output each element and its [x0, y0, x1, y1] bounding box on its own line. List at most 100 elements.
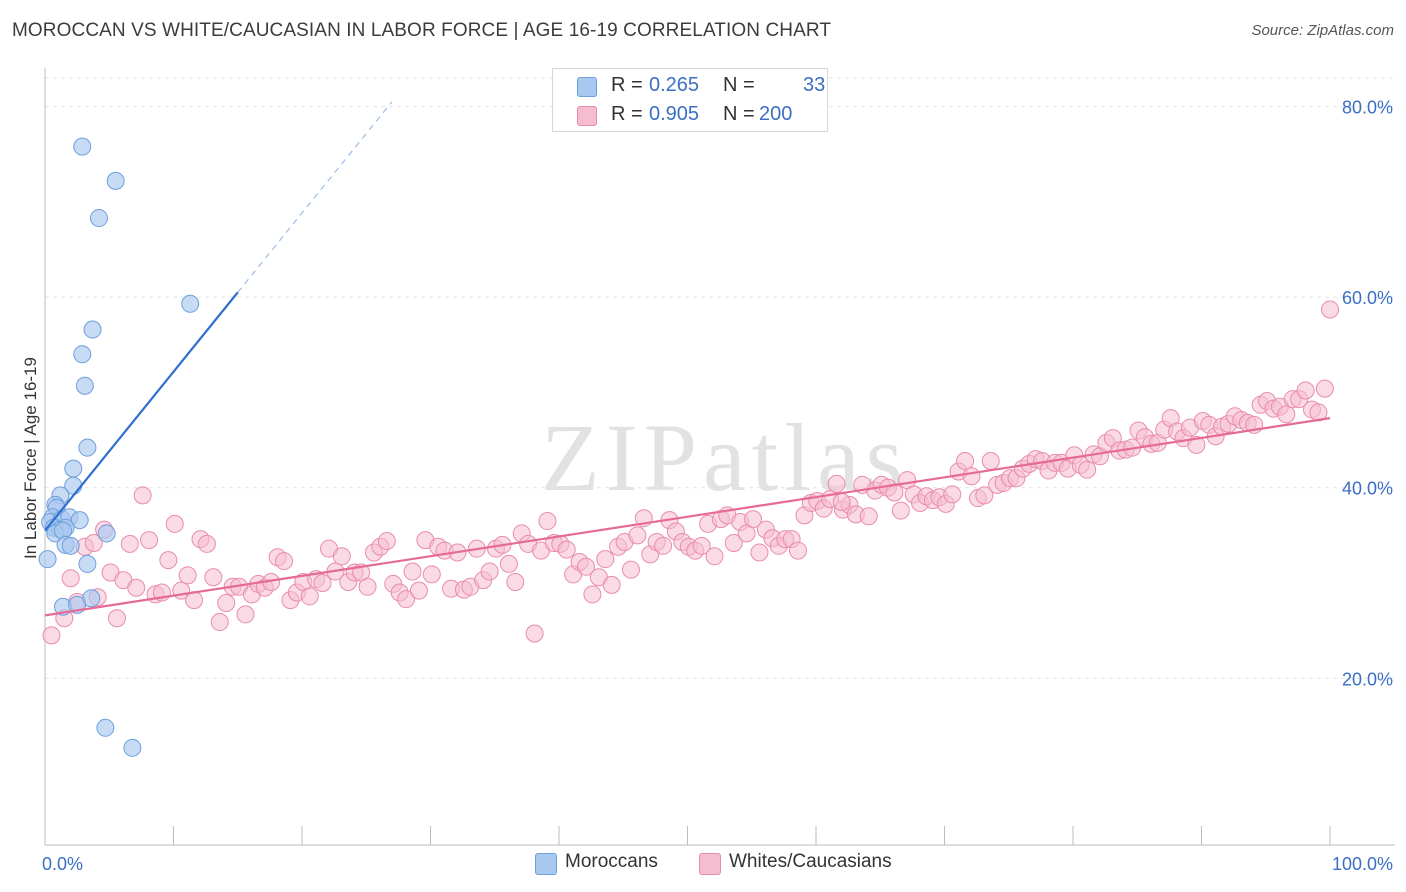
data-point-white	[210, 613, 229, 632]
data-point-white	[133, 486, 152, 505]
data-point-white	[981, 452, 1000, 471]
data-point-white	[332, 547, 351, 566]
data-point-white	[178, 566, 197, 585]
data-point-white	[525, 624, 544, 643]
data-point-white	[140, 531, 159, 550]
data-point-white	[403, 562, 422, 581]
stats-legend: R = 0.265 N = 33 R = 0.905 N = 200	[552, 68, 828, 132]
data-point-white	[628, 526, 647, 545]
data-point-white	[832, 492, 851, 511]
data-point-white	[120, 534, 139, 553]
trend-line-moroccans	[44, 291, 239, 532]
data-point-white	[975, 486, 994, 505]
data-point-moroccan	[96, 718, 115, 737]
source-note: Source: ZipAtlas.com	[1251, 22, 1394, 39]
data-point-moroccan	[75, 376, 94, 395]
trend-line-moroccans-extension	[237, 101, 393, 293]
data-point-white	[596, 550, 615, 569]
watermark: ZIPatlas	[541, 404, 909, 511]
data-point-white	[692, 536, 711, 555]
data-point-white	[165, 514, 184, 533]
data-point-white	[1321, 300, 1339, 319]
data-point-white	[397, 590, 416, 609]
data-point-white	[859, 507, 878, 526]
data-point-moroccan	[82, 589, 101, 608]
r-label: R =	[611, 74, 643, 96]
data-point-moroccan	[64, 459, 83, 478]
data-point-white	[275, 552, 294, 571]
n-label: N =	[723, 103, 755, 125]
trend-line-whites	[44, 417, 1331, 617]
data-point-white	[84, 533, 103, 552]
legend-row-whites: R = 0.905 N = 200	[553, 101, 827, 131]
n-value: 33	[803, 74, 826, 96]
data-point-white	[1296, 381, 1315, 400]
moroccans-points	[38, 137, 200, 757]
data-point-moroccan	[83, 320, 102, 339]
data-point-white	[236, 605, 255, 624]
data-point-white	[1315, 379, 1334, 398]
data-point-white	[576, 557, 595, 576]
chart-title: MOROCCAN VS WHITE/CAUCASIAN IN LABOR FOR…	[12, 20, 832, 41]
data-point-white	[538, 512, 557, 531]
data-point-moroccan	[70, 511, 89, 530]
x-tick-label: 0.0%	[42, 854, 83, 874]
data-point-white	[358, 577, 377, 596]
data-point-white	[499, 554, 518, 573]
axes	[44, 68, 1395, 846]
data-point-moroccan	[61, 536, 80, 555]
data-point-white	[377, 532, 396, 551]
data-point-moroccan	[73, 345, 92, 364]
data-point-moroccan	[123, 738, 142, 757]
whites-swatch	[699, 853, 721, 875]
r-label: R =	[611, 103, 643, 125]
data-point-white	[480, 562, 499, 581]
trend-lines	[44, 101, 1331, 617]
data-point-white	[962, 467, 981, 486]
data-point-moroccan	[89, 209, 108, 228]
legend-label: Moroccans	[565, 851, 658, 872]
data-point-white	[956, 452, 975, 471]
data-point-white	[506, 573, 525, 592]
legend-row-moroccans: R = 0.265 N = 33	[553, 72, 827, 102]
axis-labels: 20.0% 40.0% 60.0% 80.0% 0.0% 100.0%	[42, 98, 1393, 874]
data-point-white	[943, 485, 962, 504]
data-point-white	[217, 593, 236, 612]
data-point-white	[750, 543, 769, 562]
data-point-moroccan	[78, 554, 97, 573]
data-point-white	[1078, 460, 1097, 479]
legend-label: Whites/Caucasians	[729, 851, 892, 872]
r-value: 0.905	[649, 103, 700, 125]
data-point-white	[789, 541, 808, 560]
data-point-white	[705, 547, 724, 566]
data-point-white	[107, 609, 126, 628]
y-tick-label: 40.0%	[1342, 479, 1393, 499]
data-point-white	[300, 587, 319, 606]
whites-swatch	[577, 106, 597, 126]
n-value: 200	[759, 103, 793, 125]
n-label: N =	[723, 74, 755, 96]
data-point-white	[744, 510, 763, 529]
data-point-white	[127, 578, 146, 597]
y-tick-label: 60.0%	[1342, 288, 1393, 308]
data-point-white	[621, 560, 640, 579]
r-value: 0.265	[649, 74, 700, 96]
data-point-white	[422, 565, 441, 584]
moroccans-swatch	[535, 853, 557, 875]
data-point-white	[1277, 405, 1296, 424]
data-point-white	[827, 474, 846, 493]
data-point-white	[204, 568, 223, 587]
data-point-white	[891, 501, 910, 520]
y-axis-title: In Labor Force | Age 16-19	[21, 357, 40, 559]
moroccans-swatch	[577, 77, 597, 97]
x-tick-label: 100.0%	[1332, 854, 1393, 874]
data-point-moroccan	[78, 438, 97, 457]
data-point-white	[197, 534, 216, 553]
y-tick-label: 20.0%	[1342, 669, 1393, 689]
data-point-white	[1187, 435, 1206, 454]
data-point-white	[409, 581, 428, 600]
data-point-white	[557, 540, 576, 559]
data-point-white	[602, 575, 621, 594]
data-point-moroccan	[97, 524, 116, 543]
